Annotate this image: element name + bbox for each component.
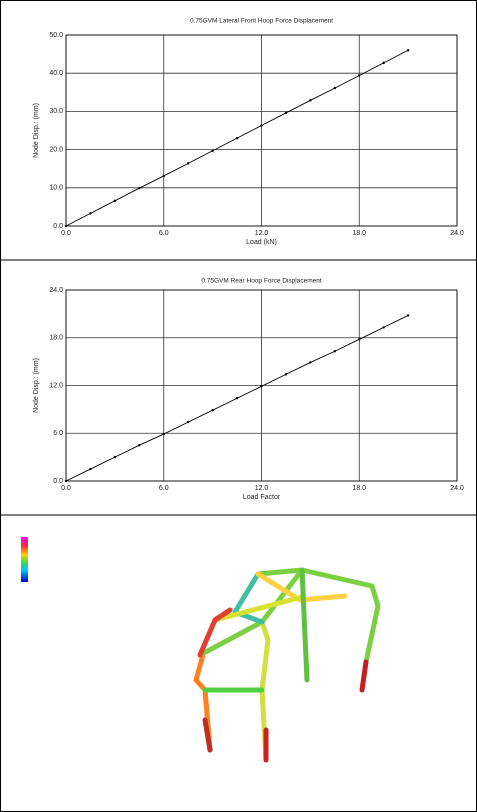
data-point (285, 373, 287, 375)
data-point (211, 150, 213, 152)
y-tick-label: 0.0 (53, 478, 63, 485)
y-tick-label: 24.0 (49, 287, 63, 294)
data-point (65, 225, 67, 227)
data-point (211, 409, 213, 411)
data-point (382, 62, 384, 64)
y-tick-label: 12.0 (49, 382, 63, 389)
x-tick-label: 0.0 (61, 485, 71, 492)
x-tick-label: 0.0 (61, 230, 71, 237)
x-axis-label: Load (kN) (246, 239, 277, 246)
data-point (138, 187, 140, 189)
data-point (382, 326, 384, 328)
data-point (114, 200, 116, 202)
data-point (187, 162, 189, 164)
data-point (114, 456, 116, 458)
chart-title: 0.75GVM Lateral Front Hoop Force Displac… (190, 18, 333, 25)
data-point (89, 212, 91, 214)
data-point (358, 338, 360, 340)
y-tick-label: 6.0 (53, 430, 63, 437)
x-tick-label: 12.0 (255, 230, 269, 237)
y-tick-label: 0.0 (53, 223, 63, 230)
data-point (187, 421, 189, 423)
data-point (138, 444, 140, 446)
y-axis-label: Node Disp.: (mm) (33, 358, 40, 413)
data-point (285, 112, 287, 114)
color-legend (21, 537, 28, 582)
data-point (260, 385, 262, 387)
data-point (65, 480, 67, 482)
data-point (163, 175, 165, 177)
data-point (309, 361, 311, 363)
data-point (358, 74, 360, 76)
y-axis-label: Node Disp.: (mm) (33, 103, 40, 158)
data-point (334, 350, 336, 352)
x-tick-label: 18.0 (352, 230, 366, 237)
data-point (334, 87, 336, 89)
data-point (236, 397, 238, 399)
data-point (260, 124, 262, 126)
chart-title: 0.75GVM Rear Hoop Force Displacement (201, 278, 321, 285)
data-point (89, 468, 91, 470)
data-point (236, 137, 238, 139)
screen: 0.75GVM Lateral Front Hoop Force Displac… (0, 0, 477, 812)
x-tick-label: 6.0 (159, 485, 169, 492)
data-point (309, 99, 311, 101)
y-tick-label: 40.0 (49, 70, 63, 77)
data-point (407, 49, 409, 51)
data-point (407, 314, 409, 316)
data-point (163, 433, 165, 435)
x-tick-label: 24.0 (450, 230, 464, 237)
y-tick-label: 10.0 (49, 185, 63, 192)
x-tick-label: 18.0 (352, 485, 366, 492)
x-tick-label: 12.0 (255, 485, 269, 492)
y-tick-label: 20.0 (49, 146, 63, 153)
y-tick-label: 50.0 (49, 32, 63, 39)
x-axis-label: Load Factor (243, 494, 281, 501)
y-tick-label: 30.0 (49, 108, 63, 115)
x-tick-label: 6.0 (159, 230, 169, 237)
y-tick-label: 18.0 (49, 335, 63, 342)
x-tick-label: 24.0 (450, 485, 464, 492)
